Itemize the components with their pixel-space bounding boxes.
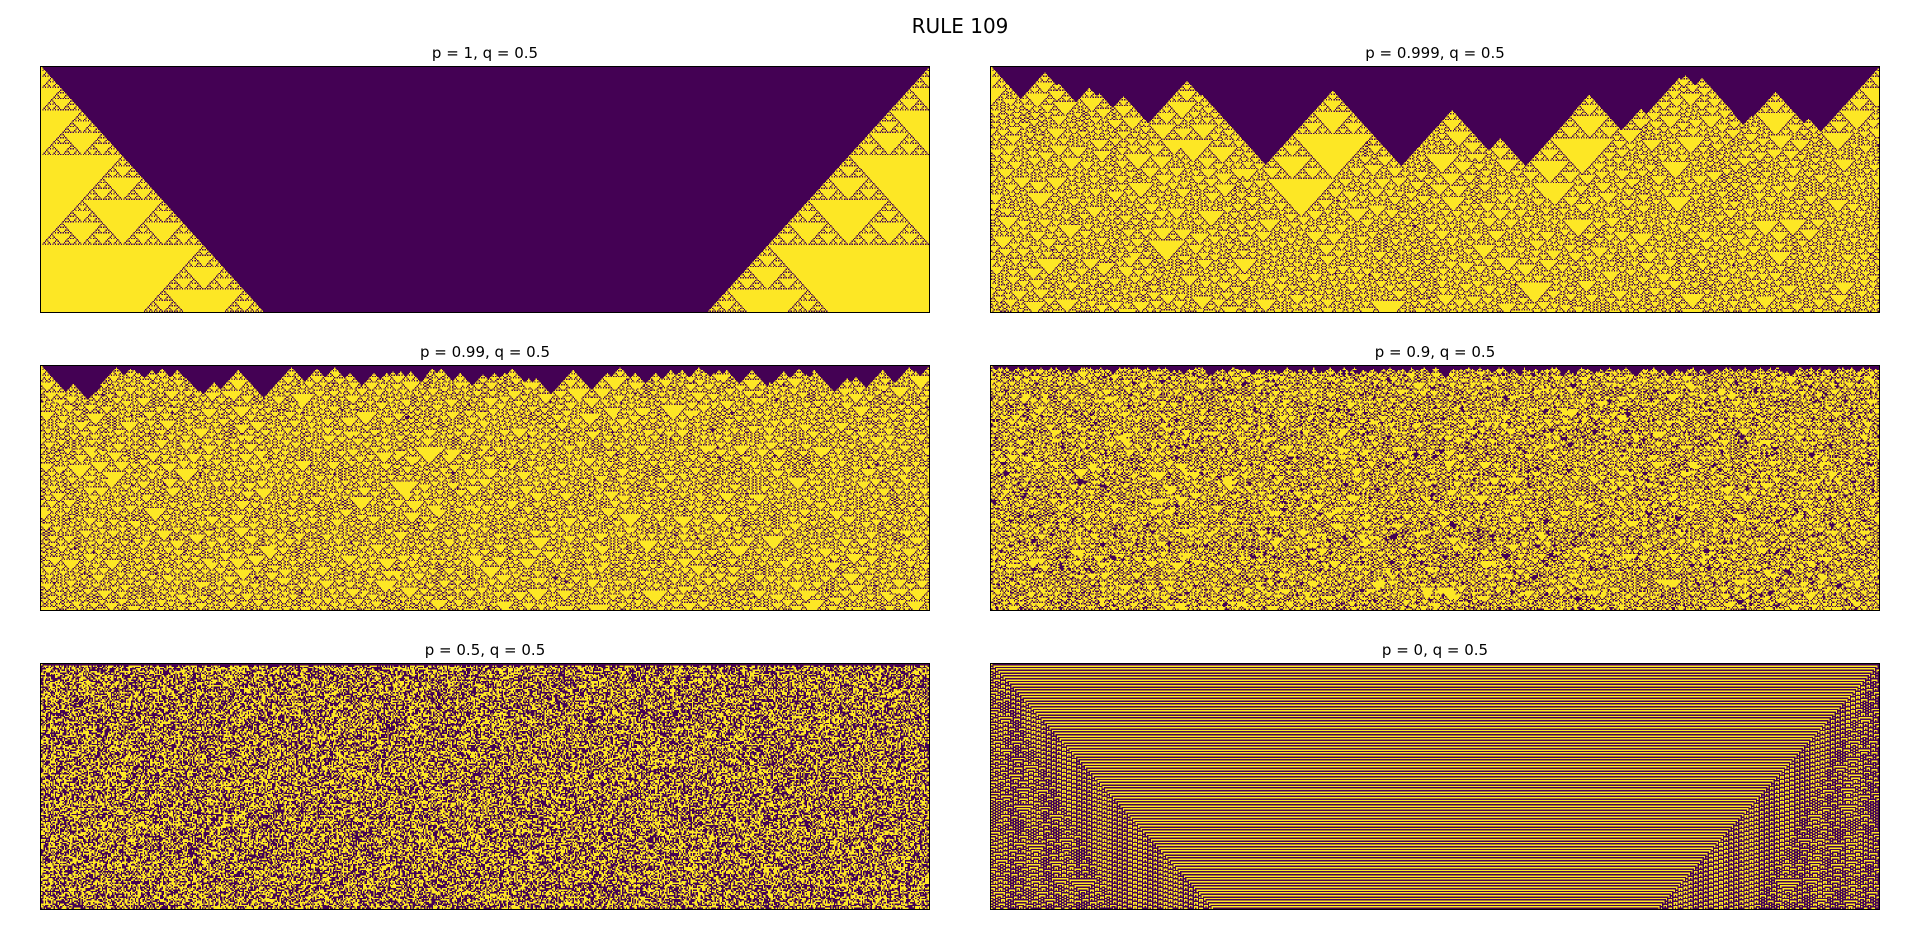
subplot-grid: p = 1, q = 0.5 p = 0.999, q = 0.5 p = 0.… xyxy=(40,44,1880,910)
panel-2-axes xyxy=(40,365,930,612)
panel-3-title: p = 0.9, q = 0.5 xyxy=(1375,343,1496,361)
panel-0-axes xyxy=(40,66,930,313)
panel-3-axes xyxy=(990,365,1880,612)
panel-4-image xyxy=(40,663,930,910)
panel-4-axes xyxy=(40,663,930,910)
panel-5: p = 0, q = 0.5 xyxy=(990,641,1880,910)
panel-3-image xyxy=(990,365,1880,612)
panel-2-title: p = 0.99, q = 0.5 xyxy=(420,343,550,361)
panel-0-title: p = 1, q = 0.5 xyxy=(432,44,538,62)
panel-4-title: p = 0.5, q = 0.5 xyxy=(425,641,546,659)
panel-4: p = 0.5, q = 0.5 xyxy=(40,641,930,910)
panel-0-image xyxy=(40,66,930,313)
panel-5-axes xyxy=(990,663,1880,910)
panel-2-image xyxy=(40,365,930,612)
panel-1-title: p = 0.999, q = 0.5 xyxy=(1365,44,1505,62)
panel-1: p = 0.999, q = 0.5 xyxy=(990,44,1880,313)
panel-3: p = 0.9, q = 0.5 xyxy=(990,343,1880,612)
panel-1-axes xyxy=(990,66,1880,313)
figure: RULE 109 p = 1, q = 0.5 p = 0.999, q = 0… xyxy=(0,0,1920,936)
panel-2: p = 0.99, q = 0.5 xyxy=(40,343,930,612)
panel-5-image xyxy=(990,663,1880,910)
panel-5-title: p = 0, q = 0.5 xyxy=(1382,641,1488,659)
figure-suptitle: RULE 109 xyxy=(40,10,1880,44)
panel-0: p = 1, q = 0.5 xyxy=(40,44,930,313)
panel-1-image xyxy=(990,66,1880,313)
